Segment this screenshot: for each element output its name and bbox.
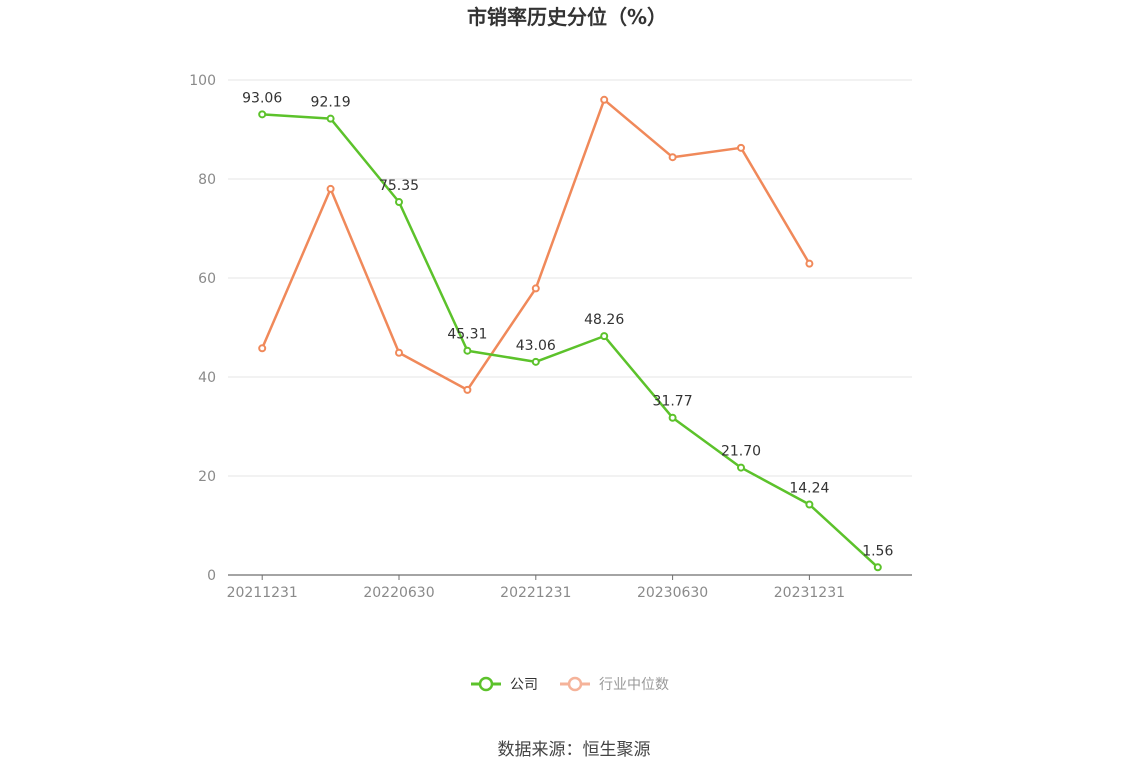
data-point-company[interactable] (258, 110, 267, 119)
legend[interactable]: 公司 行业中位数 (471, 676, 669, 693)
source-note: 数据来源：恒生聚源 (498, 740, 651, 760)
y-tick-label: 40 (198, 370, 216, 386)
series-line-company (262, 113, 879, 569)
data-label: 21.70 (721, 444, 761, 460)
legend-item-industry[interactable]: 行业中位数 (560, 676, 669, 693)
grid-lines (228, 79, 912, 477)
data-point-company[interactable] (531, 357, 540, 366)
x-tick-label: 20211231 (227, 585, 298, 601)
y-tick-label: 20 (198, 469, 216, 485)
x-tick-label: 20230630 (637, 585, 708, 601)
x-tick-label: 20220630 (363, 585, 434, 601)
chart-title: 市销率历史分位（%） (467, 5, 667, 29)
data-label: 92.19 (311, 95, 351, 111)
data-label: 93.06 (242, 90, 282, 106)
legend-company-label: 公司 (510, 677, 538, 693)
data-label: 45.31 (447, 327, 487, 343)
data-point-company[interactable] (805, 500, 814, 509)
series-layer (258, 95, 882, 572)
y-tick-label: 60 (198, 271, 216, 287)
data-point-industry[interactable] (258, 344, 267, 353)
data-label: 43.06 (516, 338, 556, 354)
data-label: 1.56 (862, 543, 893, 559)
data-point-company[interactable] (668, 413, 677, 422)
y-tick-label: 80 (198, 172, 216, 188)
data-point-company[interactable] (463, 346, 472, 355)
data-point-company[interactable] (395, 198, 403, 207)
data-point-industry[interactable] (463, 385, 472, 394)
data-point-company[interactable] (600, 332, 609, 341)
y-tick-label: 100 (189, 73, 216, 89)
y-axis-ticks: 0 20 40 60 80 100 (189, 73, 216, 584)
data-label: 31.77 (653, 394, 693, 410)
data-label: 48.26 (584, 312, 624, 328)
y-tick-label: 0 (207, 568, 216, 584)
data-point-company[interactable] (873, 563, 882, 572)
data-point-industry[interactable] (600, 95, 609, 104)
x-tick-label: 20231231 (774, 585, 845, 601)
x-tick-label: 20221231 (500, 585, 571, 601)
data-label: 75.35 (379, 178, 419, 194)
data-point-industry[interactable] (668, 153, 677, 162)
data-point-industry[interactable] (395, 348, 403, 357)
data-point-industry[interactable] (805, 259, 814, 268)
data-point-industry[interactable] (531, 284, 540, 293)
legend-item-company[interactable]: 公司 (471, 676, 538, 693)
data-labels: 93.06 92.19 75.35 45.31 43.06 48.26 31.77 21.70… (242, 90, 893, 559)
data-point-industry[interactable] (737, 143, 745, 152)
data-label: 14.24 (789, 481, 829, 497)
data-point-company[interactable] (326, 114, 335, 123)
data-point-company[interactable] (737, 463, 745, 472)
legend-industry-marker (567, 676, 583, 692)
legend-industry-label: 行业中位数 (599, 677, 669, 693)
legend-company-marker (478, 676, 494, 692)
data-point-industry[interactable] (326, 184, 335, 193)
x-axis: 20211231 20220630 20221231 20230630 20231231 (227, 574, 912, 601)
